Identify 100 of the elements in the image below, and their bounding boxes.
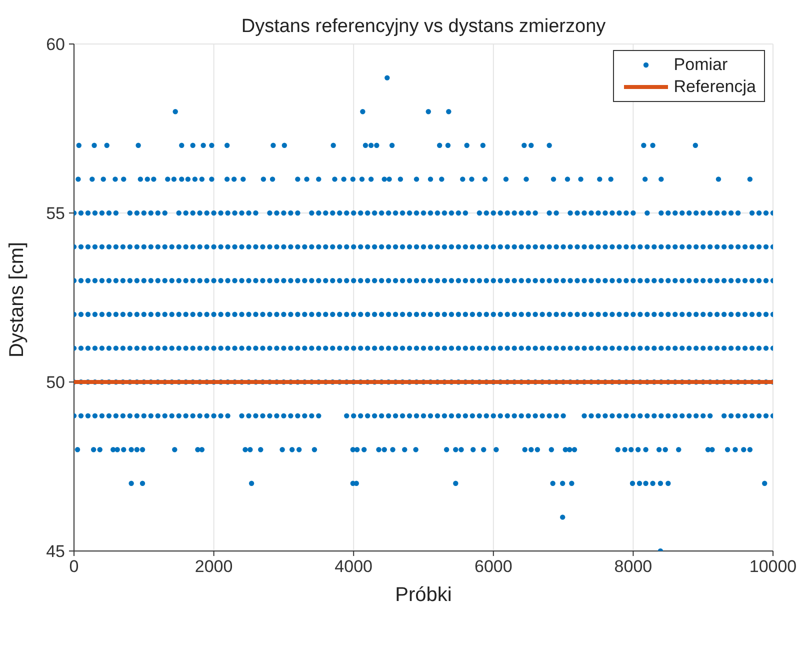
point bbox=[692, 142, 698, 148]
y-tick-label: 60 bbox=[46, 35, 65, 54]
point bbox=[439, 176, 444, 182]
point bbox=[446, 109, 452, 114]
point bbox=[112, 176, 118, 182]
point bbox=[469, 176, 474, 182]
point bbox=[128, 480, 134, 486]
point bbox=[138, 176, 144, 182]
point bbox=[666, 480, 671, 486]
point bbox=[658, 176, 664, 182]
point bbox=[359, 176, 365, 182]
point bbox=[524, 176, 529, 182]
point bbox=[522, 447, 528, 452]
point bbox=[608, 176, 614, 182]
y-tick-label: 55 bbox=[46, 204, 65, 224]
point bbox=[458, 447, 464, 452]
x-tick-label: 10000 bbox=[749, 557, 797, 576]
x-axis-title: Próbki bbox=[395, 584, 452, 606]
point bbox=[382, 447, 387, 452]
point bbox=[560, 480, 566, 486]
chart-title: Dystans referencyjny vs dystans zmierzony bbox=[240, 16, 607, 38]
x-tick-label: 4000 bbox=[334, 557, 373, 576]
point bbox=[240, 176, 246, 182]
point bbox=[470, 447, 476, 452]
point bbox=[464, 142, 470, 148]
point bbox=[270, 142, 276, 148]
point bbox=[316, 176, 322, 182]
point bbox=[382, 176, 387, 182]
point bbox=[480, 142, 486, 148]
point bbox=[716, 176, 722, 182]
x-tick-label: 8000 bbox=[614, 557, 652, 576]
point bbox=[534, 447, 540, 452]
point bbox=[741, 447, 746, 452]
point bbox=[171, 176, 177, 182]
point bbox=[90, 176, 95, 182]
point bbox=[548, 447, 554, 452]
point bbox=[710, 447, 715, 452]
point bbox=[209, 142, 214, 148]
point bbox=[76, 142, 82, 148]
point bbox=[92, 142, 97, 148]
point bbox=[192, 176, 198, 182]
point bbox=[658, 480, 664, 486]
point bbox=[453, 480, 458, 486]
point bbox=[569, 480, 574, 486]
point bbox=[550, 176, 556, 182]
point bbox=[179, 176, 184, 182]
point bbox=[578, 176, 584, 182]
point bbox=[90, 447, 96, 452]
point bbox=[295, 176, 300, 182]
point bbox=[304, 176, 310, 182]
point bbox=[656, 447, 662, 452]
point bbox=[165, 176, 170, 182]
point bbox=[636, 480, 642, 486]
point bbox=[332, 176, 338, 182]
point bbox=[503, 176, 509, 182]
point bbox=[414, 176, 420, 182]
x-tick-label: 6000 bbox=[474, 557, 512, 576]
point bbox=[97, 447, 102, 452]
point bbox=[312, 447, 318, 452]
point bbox=[128, 447, 134, 452]
point bbox=[494, 447, 499, 452]
point bbox=[615, 447, 620, 452]
point bbox=[231, 176, 237, 182]
point bbox=[453, 447, 458, 452]
point bbox=[390, 447, 396, 452]
point bbox=[376, 447, 382, 452]
point bbox=[151, 176, 156, 182]
point bbox=[140, 447, 146, 452]
point bbox=[398, 176, 404, 182]
point bbox=[248, 447, 253, 452]
point bbox=[289, 447, 295, 452]
legend-label: Pomiar bbox=[674, 54, 728, 76]
point bbox=[296, 447, 302, 452]
point bbox=[134, 447, 140, 452]
y-tick-label: 45 bbox=[46, 542, 65, 562]
point bbox=[362, 142, 368, 148]
point bbox=[260, 176, 266, 182]
point bbox=[258, 447, 264, 452]
point bbox=[630, 480, 636, 486]
point bbox=[74, 447, 80, 452]
point bbox=[747, 176, 753, 182]
point bbox=[641, 142, 646, 148]
point bbox=[199, 176, 205, 182]
point bbox=[444, 447, 450, 452]
y-tick-label: 50 bbox=[46, 373, 65, 392]
point bbox=[481, 447, 486, 452]
point bbox=[368, 142, 374, 148]
point bbox=[642, 176, 648, 182]
point bbox=[564, 176, 570, 182]
x-tick-label: 0 bbox=[69, 557, 79, 576]
point bbox=[248, 480, 254, 486]
point bbox=[136, 142, 141, 148]
x-tick-label: 2000 bbox=[194, 557, 233, 576]
point bbox=[172, 109, 178, 114]
point bbox=[374, 142, 380, 148]
point bbox=[528, 447, 534, 452]
point bbox=[121, 176, 126, 182]
point bbox=[200, 142, 206, 148]
point bbox=[650, 142, 656, 148]
point bbox=[732, 447, 738, 452]
